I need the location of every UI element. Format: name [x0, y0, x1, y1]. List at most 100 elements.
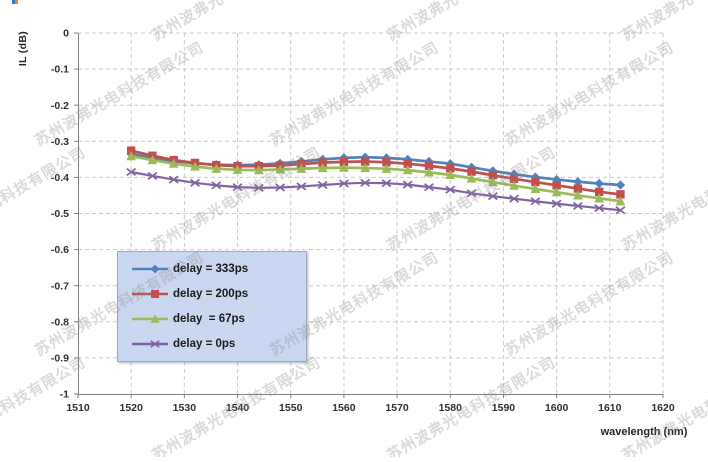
x-marker: [594, 204, 605, 213]
series-line-3: [130, 170, 622, 212]
x-tick-label: 1620: [651, 402, 675, 414]
triangle-marker: [551, 187, 562, 197]
triangle-marker: [381, 163, 392, 173]
triangle-marker: [168, 158, 179, 168]
triangle-marker: [530, 183, 541, 194]
triangle-marker: [126, 151, 137, 161]
triangle-marker: [487, 177, 498, 187]
triangle-marker: [360, 163, 371, 173]
triangle-marker: [147, 155, 158, 165]
x-tick-label: 1590: [492, 402, 516, 414]
legend-square-icon: [132, 289, 168, 298]
legend-marker: [150, 340, 160, 349]
square-marker: [339, 157, 349, 167]
triangle-marker: [445, 169, 456, 179]
x-marker: [168, 175, 179, 184]
square-marker: [509, 174, 519, 184]
y-tick-label: -0.2: [51, 100, 69, 112]
square-marker: [403, 159, 412, 168]
legend-x-icon: [132, 340, 168, 349]
corner-artifact-blue: [12, 0, 15, 4]
x-marker: [381, 179, 392, 188]
x-marker: [126, 167, 137, 177]
x-marker: [487, 192, 498, 201]
x-marker: [509, 194, 520, 203]
square-marker: [594, 187, 604, 197]
x-marker: [338, 179, 349, 188]
legend-label: delay = 333ps: [173, 262, 249, 275]
y-tick-label: -0.5: [51, 208, 69, 220]
triangle-marker: [573, 190, 583, 200]
triangle-marker: [594, 193, 605, 203]
square-marker: [126, 146, 136, 155]
triangle-marker: [615, 196, 626, 206]
x-marker: [232, 183, 243, 192]
x-marker: [296, 182, 307, 191]
legend-item-1: delay = 200ps: [130, 287, 306, 301]
x-tick-label: 1570: [385, 402, 409, 414]
diamond-marker: [403, 154, 413, 164]
x-marker: [466, 189, 477, 198]
y-axis-title: IL (dB): [17, 31, 29, 67]
y-tick-label: 0: [63, 28, 69, 40]
triangle-marker: [253, 165, 264, 175]
triangle-marker: [275, 164, 285, 174]
x-marker: [615, 206, 626, 215]
diamond-marker: [615, 180, 626, 190]
square-marker: [446, 164, 455, 173]
triangle-marker: [339, 162, 349, 172]
square-marker: [467, 167, 476, 176]
x-marker: [253, 183, 264, 192]
legend-marker: [150, 314, 160, 323]
y-tick-label: -1: [60, 389, 69, 401]
square-marker: [424, 161, 434, 171]
legend: delay = 333ps delay = 200ps delay = 67ps de…: [117, 251, 307, 362]
x-marker: [147, 171, 158, 181]
x-marker: [551, 199, 562, 208]
y-tick-label: -0.3: [51, 136, 69, 148]
square-marker: [360, 157, 370, 166]
x-marker: [317, 180, 328, 190]
diamond-marker: [445, 159, 455, 169]
triangle-marker: [466, 173, 477, 183]
x-tick-label: 1520: [120, 402, 144, 414]
legend-marker: [151, 289, 159, 298]
legend-item-2: delay = 67ps: [130, 312, 306, 326]
triangle-marker: [232, 164, 243, 174]
y-tick-label: -0.1: [51, 64, 69, 76]
x-tick-label: 1560: [332, 402, 356, 414]
triangle-marker: [317, 163, 328, 173]
corner-artifact-orange: [15, 0, 18, 4]
legend-diamond-icon: [132, 264, 168, 274]
square-marker: [573, 184, 583, 193]
corner-artifact-icon: [12, 0, 18, 4]
series-line-2: [129, 154, 622, 203]
square-marker: [616, 190, 625, 199]
diamond-marker: [573, 177, 583, 187]
square-marker: [318, 158, 327, 167]
x-tick-label: 1510: [66, 402, 90, 414]
x-marker: [211, 181, 222, 190]
diamond-marker: [594, 178, 604, 189]
x-marker: [275, 183, 286, 192]
y-tick-label: -0.7: [51, 280, 69, 292]
legend-label: delay = 200ps: [173, 287, 249, 300]
triangle-marker: [402, 165, 413, 175]
legend-label: delay = 0ps: [173, 338, 236, 351]
x-tick-label: 1550: [279, 402, 303, 414]
legend-label: delay = 67ps: [173, 313, 245, 326]
square-marker: [488, 171, 498, 180]
x-tick-label: 1600: [545, 402, 569, 414]
x-marker: [445, 185, 456, 194]
x-marker: [424, 183, 434, 192]
x-marker: [360, 178, 371, 187]
x-tick-label: 1540: [226, 402, 250, 414]
x-marker: [402, 180, 413, 189]
legend-triangle-icon: [132, 314, 168, 323]
y-tick-label: -0.4: [51, 172, 69, 184]
x-marker: [572, 201, 583, 210]
x-marker: [530, 197, 541, 206]
legend-marker: [150, 264, 160, 274]
